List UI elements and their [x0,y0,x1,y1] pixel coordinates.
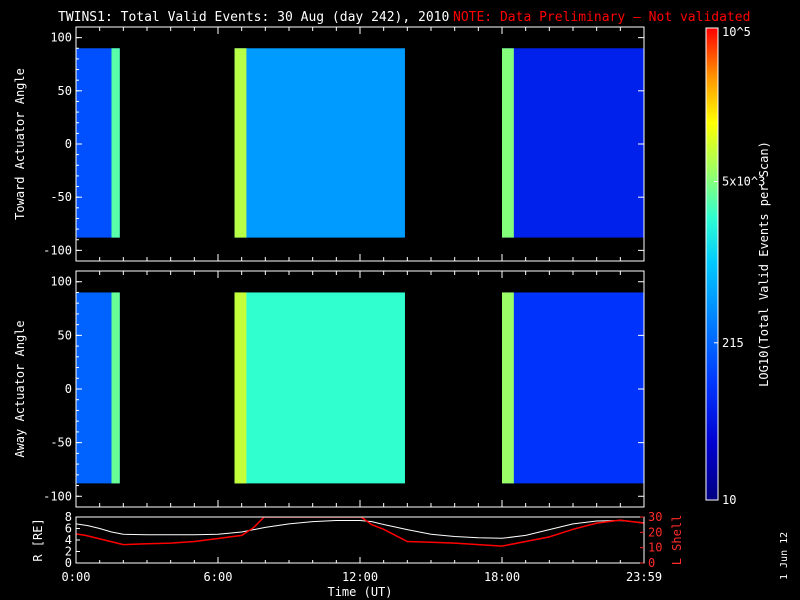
r-tick-label: 2 [65,545,72,559]
figure-title: TWINS1: Total Valid Events: 30 Aug (day … [58,10,449,25]
y-tick-label: 0 [65,137,72,151]
date-stamp: 1 Jun 12 [779,532,790,580]
r-earth-line [76,519,644,539]
away-actuator-panel: 100 50 0 -50 -100 Away Actuator Angle [13,270,645,508]
y-tick-label: -100 [43,243,72,257]
heatmap-edge-band [502,48,514,238]
time-tick-label: 12:00 [342,570,378,584]
orbit-frame [75,516,645,564]
time-axis-label: Time (UT) [327,585,392,599]
colorbar-label: LOG10(Total Valid Events per Scan) [757,141,771,387]
preliminary-note: NOTE: Data Preliminary — Not validated [453,10,750,25]
r-tick-label: 4 [65,533,72,547]
r-tick-label: 0 [65,556,72,570]
colorbar-ticks: 10^5 5x10^3 215 10 [714,25,765,507]
heatmap-block [502,48,644,238]
colorbar-tick-label: 10^5 [722,25,751,39]
y-tick-label: 0 [65,382,72,396]
lshell-tick-label: 30 [648,510,662,524]
heatmap-edge-band [111,48,120,238]
l-shell-line [76,517,644,547]
time-tick-label: 23:59 [626,570,662,584]
y-tick-label: -50 [50,436,72,450]
colorbar-tick-label: 10 [722,493,736,507]
r-tick-label: 8 [65,510,72,524]
y-tick-label: 100 [50,275,72,289]
y-tick-label: 100 [50,31,72,45]
lshell-tick-label: 0 [648,556,655,570]
heatmap-edge-band [234,292,247,484]
y-tick-label: 50 [58,84,72,98]
panel-ylabel: Toward Actuator Angle [13,68,27,220]
heatmap-block [234,48,405,238]
y-tick-label: -100 [43,489,72,503]
heatmap-edge-band [111,292,120,484]
colorbar-tick-label: 5x10^3 [722,175,765,189]
heatmap-edge-band [234,48,247,238]
heatmap-edge-band [502,292,514,484]
time-tick-label: 0:00 [62,570,91,584]
r-axis-label: R [RE] [31,518,45,561]
y-tick-label: 50 [58,328,72,342]
lshell-tick-label: 20 [648,525,662,539]
time-tick-label: 18:00 [484,570,520,584]
toward-actuator-panel: 100 50 0 -50 -100 Toward Actuator Angle [13,26,645,262]
heatmap-block [234,292,405,484]
r-tick-label: 6 [65,522,72,536]
lshell-axis-label: L Shell [670,515,684,566]
colorbar: 10^5 5x10^3 215 10 LOG10(Total Valid Events… [705,25,771,507]
y-tick-label: -50 [50,190,72,204]
time-tick-label: 6:00 [204,570,233,584]
lshell-tick-label: 10 [648,541,662,555]
colorbar-gradient [705,27,719,501]
heatmap-block [502,292,644,484]
colorbar-tick-label: 215 [722,336,744,350]
panel-ylabel: Away Actuator Angle [13,320,27,457]
